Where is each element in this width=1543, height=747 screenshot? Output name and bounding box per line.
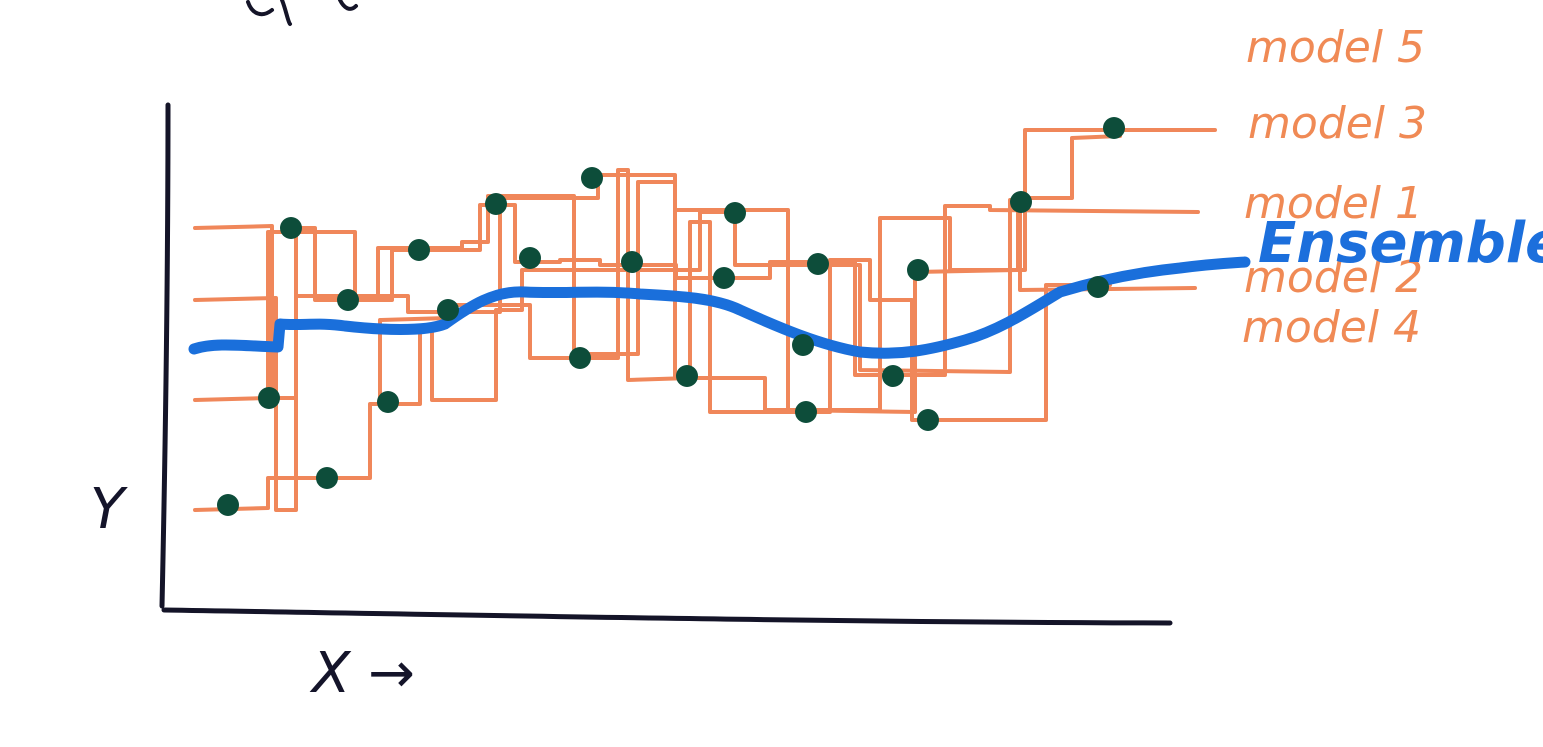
data-point — [519, 247, 541, 269]
y-axis — [159, 102, 171, 609]
x-axis-label: X → — [309, 641, 415, 706]
model-5-line — [193, 128, 1217, 412]
data-point — [676, 365, 698, 387]
model-1-line — [193, 203, 1200, 402]
data-point — [258, 387, 280, 409]
data-point — [882, 365, 904, 387]
model-4-label: model 4 — [1242, 302, 1421, 353]
data-point — [621, 251, 643, 273]
data-point — [907, 259, 929, 281]
data-point — [1087, 276, 1109, 298]
data-point — [1103, 117, 1125, 139]
data-point — [795, 401, 817, 423]
data-point — [569, 347, 591, 369]
model-1-label: model 1 — [1244, 178, 1423, 229]
data-point — [581, 167, 603, 189]
model-labels: model 5 model 3 model 1 model 2 model 4 — [1242, 22, 1427, 353]
model-2-label: model 2 — [1244, 252, 1423, 303]
model-step-lines — [193, 128, 1217, 512]
data-point — [485, 193, 507, 215]
ensemble-label: Ensemble — [1258, 211, 1543, 276]
data-point — [408, 239, 430, 261]
data-point — [316, 467, 338, 489]
x-axis — [161, 607, 1173, 626]
data-point — [724, 202, 746, 224]
data-point — [217, 494, 239, 516]
data-point — [713, 267, 735, 289]
ensemble-curve — [188, 256, 1251, 359]
data-point — [807, 253, 829, 275]
data-point — [917, 409, 939, 431]
data-point — [280, 217, 302, 239]
y-axis-label: Y — [90, 477, 128, 542]
cropped-title-scribble — [246, 0, 358, 26]
model-3-label: model 3 — [1248, 98, 1427, 149]
training-data-points — [217, 117, 1125, 516]
data-point — [337, 289, 359, 311]
data-point — [377, 391, 399, 413]
data-point — [437, 299, 459, 321]
data-point — [1010, 191, 1032, 213]
model-3-line — [193, 134, 1122, 512]
model-4-line — [378, 168, 1112, 422]
model-5-label: model 5 — [1246, 22, 1425, 73]
data-point — [792, 334, 814, 356]
